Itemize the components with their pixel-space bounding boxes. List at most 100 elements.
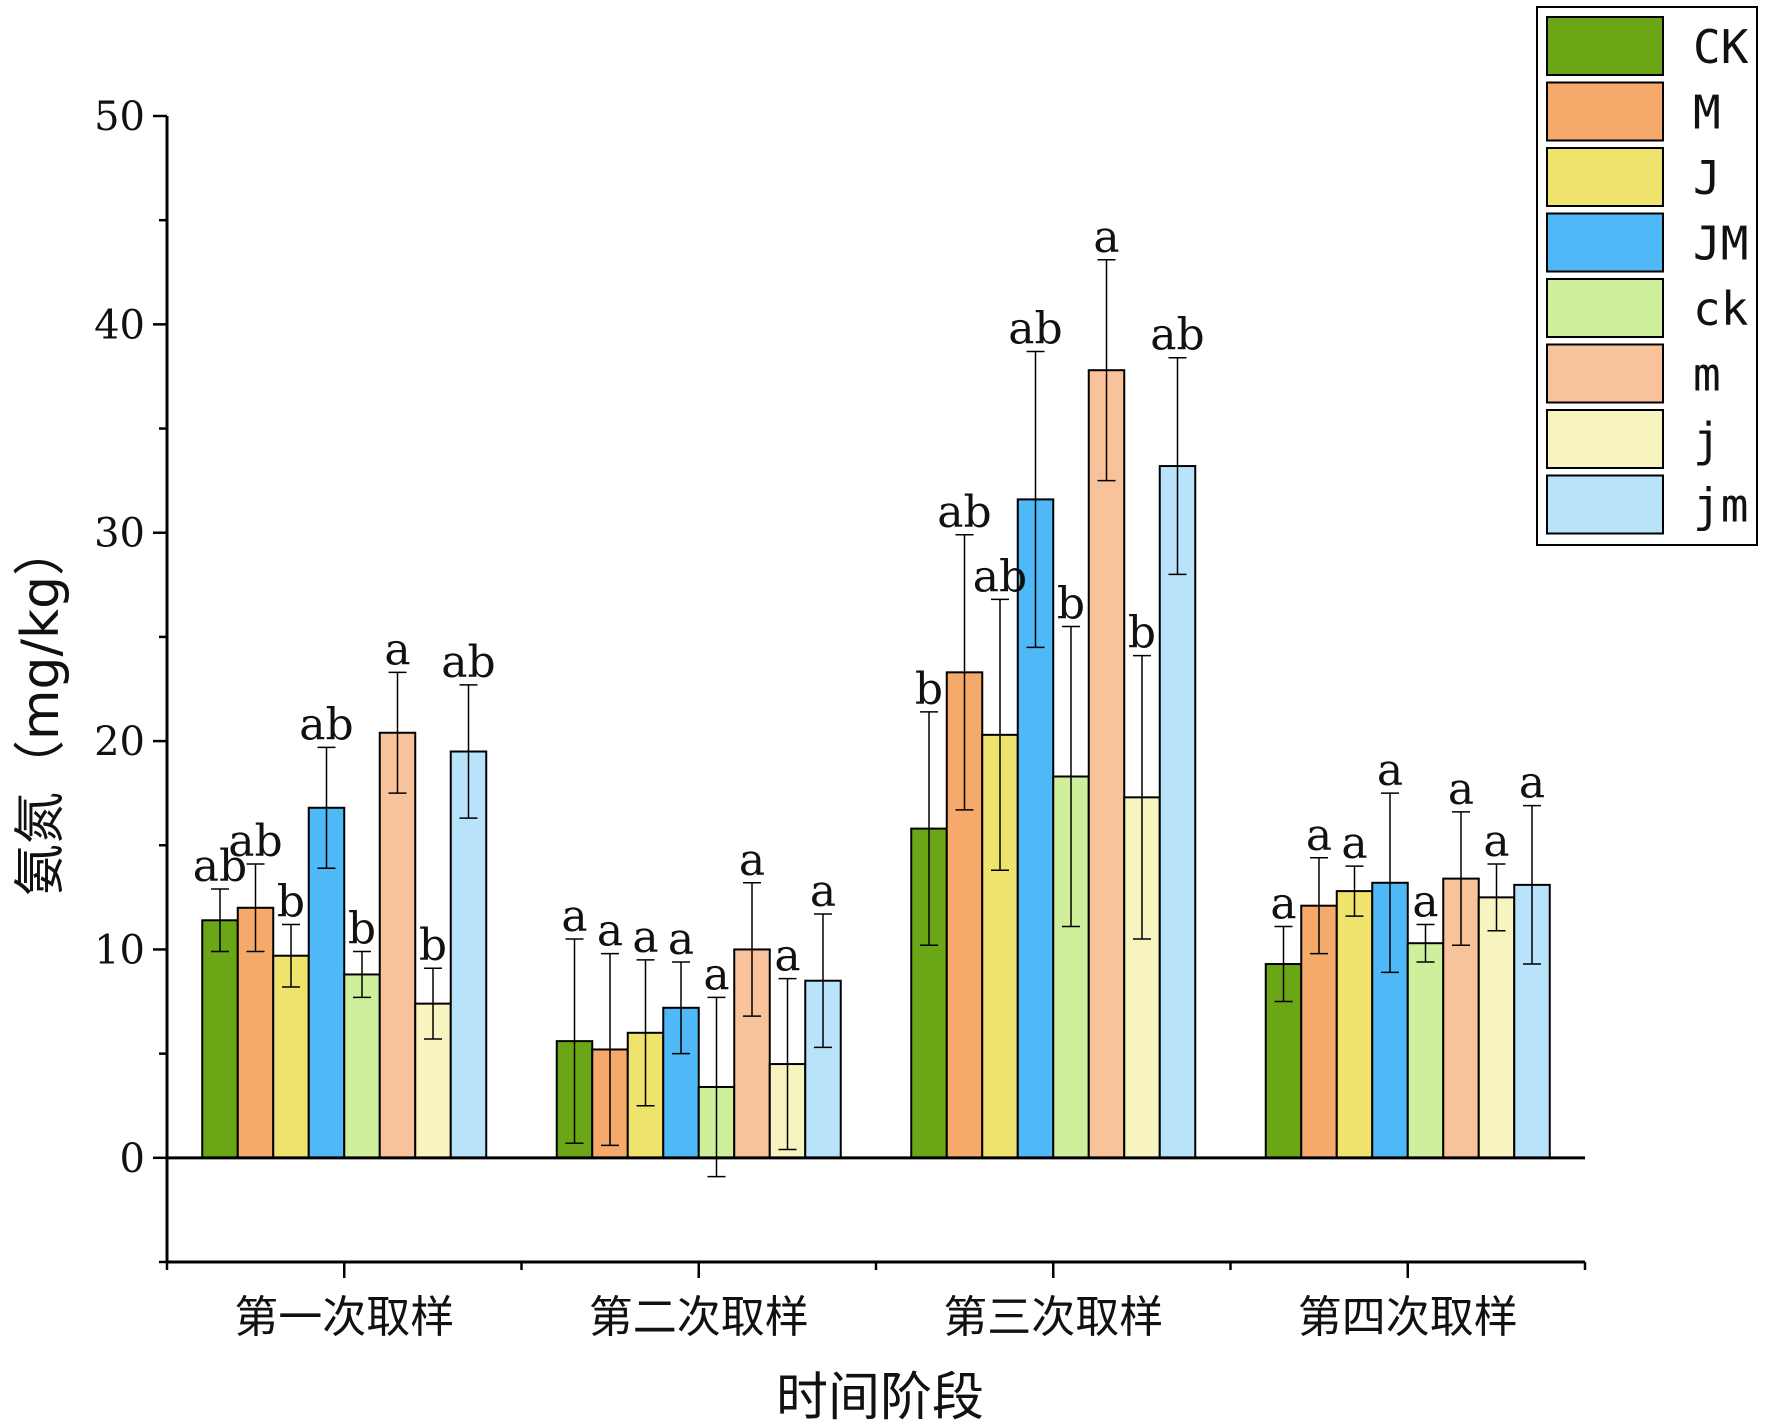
bar-j-4 [1477,896,1516,1159]
error-bar-CK-1 [211,888,229,953]
y-tick-label: 40 [94,302,145,348]
error-bar-ck-2 [707,996,726,1178]
error-bar-ck-1 [353,950,371,999]
sig-letter-M-2: a [597,906,623,957]
bar-jm-3 [1158,465,1197,1159]
error-bar-J-3 [991,598,1009,872]
bar-m-3 [1087,369,1126,1159]
error-bar-M-4 [1310,857,1328,955]
sig-letter-ck-4: a [1412,876,1438,927]
error-bar-jm-4 [1523,804,1541,965]
y-tick-label: 30 [94,511,145,557]
legend-label: ck [1693,282,1748,336]
sig-letter-CK-3: b [915,664,943,715]
x-tick-label: 第二次取样 [589,1292,809,1343]
error-bar-JM-1 [317,746,336,869]
legend-item-m: m [1546,343,1721,404]
error-bar-CK-3 [920,711,938,947]
sig-letter-JM-3: ab [1008,303,1062,354]
sig-letter-jm-4: a [1519,758,1545,809]
error-bar-J-4 [1345,865,1364,917]
error-bar-CK-4 [1274,925,1293,1003]
legend-label: M [1693,86,1721,140]
legend-item-M: M [1546,81,1721,142]
sig-letter-j-1: b [419,920,447,971]
bar-J-4 [1335,890,1374,1159]
error-bar-m-2 [743,882,761,1017]
legend-swatch [1546,343,1664,404]
error-bar-JM-3 [1026,350,1045,649]
bar-J-1 [272,954,310,1159]
error-bar-J-1 [282,923,300,988]
error-bar-M-2 [601,952,619,1147]
sig-letter-m-1: a [384,624,410,675]
legend-swatch [1546,212,1664,273]
legend-label: JM [1693,217,1748,271]
error-bar-ck-3 [1062,625,1080,928]
legend-item-j: j [1546,409,1721,469]
sig-letter-JM-2: a [668,914,694,965]
error-bar-M-1 [246,863,265,953]
axes-layer: 0 10 20 30 40 50 第一次取样 第二次取样 第三次取样 第四次取样 [94,94,1587,1343]
legend-swatch [1546,81,1664,142]
sig-letter-JM-4: a [1377,745,1403,796]
sig-letter-j-2: a [774,931,800,982]
error-bar-CK-2 [565,938,584,1144]
x-axis-title: 时间阶段 [776,1368,984,1420]
sig-letter-jm-2: a [810,866,836,917]
sig-letter-m-4: a [1448,764,1474,815]
sig-letter-m-3: a [1093,212,1119,263]
y-tick-label: 20 [94,719,145,765]
bars-layer [201,259,1551,1178]
y-axis-title: 氨氮（mg/kg） [11,524,71,896]
legend-swatch [1546,474,1664,535]
legend-swatch [1546,16,1664,76]
sig-letter-J-3: ab [973,551,1027,602]
x-tick-label: 第三次取样 [943,1292,1163,1343]
bar-m-1 [378,731,417,1159]
error-bar-J-2 [636,959,655,1107]
bar-CK-1 [201,919,239,1159]
legend-label: j [1693,413,1721,467]
bar-ck-4 [1406,942,1445,1159]
sig-letter-JM-1: ab [299,699,353,750]
sig-letter-J-1: b [277,876,305,927]
sig-letter-ck-3: b [1057,578,1085,629]
error-bar-jm-3 [1168,356,1187,576]
legend-label: CK [1693,20,1749,74]
y-tick-label: 10 [94,927,145,973]
legend-swatch [1546,278,1664,338]
legend-item-JM: JM [1546,212,1748,273]
error-bar-j-4 [1487,863,1506,932]
sig-letter-ck-1: b [348,904,376,955]
legend: CK MJ JM ck mj jm [1536,6,1758,546]
legend-item-ck: ck [1546,278,1748,338]
error-bar-JM-4 [1381,792,1399,974]
sig-letter-CK-2: a [561,891,587,942]
sig-letter-M-3: ab [937,487,991,538]
legend-label: m [1693,348,1721,402]
sig-letter-CK-1: ab [193,841,247,892]
x-tick-label: 第一次取样 [234,1292,454,1343]
error-bar-m-1 [388,671,407,794]
legend-item-jm: jm [1546,474,1748,535]
error-bar-jm-1 [459,684,478,819]
legend-item-CK: CK [1546,16,1749,76]
y-tick-label: 0 [120,1136,145,1182]
sig-letter-M-4: a [1306,810,1332,861]
error-bar-M-3 [955,534,974,811]
legend-swatch [1546,147,1664,207]
legend-item-J: J [1546,147,1721,207]
sig-letter-ck-2: a [703,949,729,1000]
error-bar-j-3 [1133,654,1151,940]
error-bar-jm-2 [814,913,832,1049]
error-bar-m-4 [1452,811,1470,947]
legend-label: J [1693,151,1721,205]
x-tick-label: 第四次取样 [1298,1292,1518,1343]
error-bar-j-2 [778,977,797,1151]
sig-letter-j-4: a [1483,816,1509,867]
error-bar-m-3 [1097,259,1116,482]
sig-letter-j-3: b [1128,608,1156,659]
